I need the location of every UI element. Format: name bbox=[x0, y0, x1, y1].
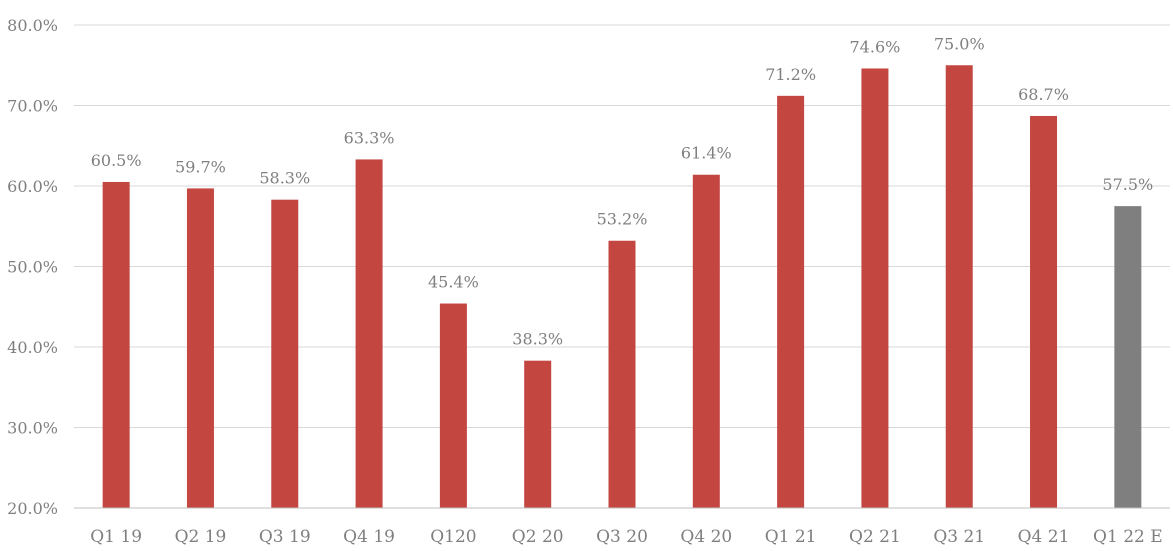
data-labels: 60.5% 59.7% 58.3% 63.3% 45.4% 38.3% 53.2% 61.4%… bbox=[91, 34, 1154, 348]
x-tick-label: Q1 22 E bbox=[1093, 527, 1163, 547]
bar bbox=[1030, 115, 1058, 508]
x-tick-label: Q1 21 bbox=[765, 527, 817, 547]
x-tick-label: Q2 20 bbox=[512, 527, 564, 547]
data-label: 59.7% bbox=[175, 157, 226, 176]
x-tick-label: Q1 19 bbox=[90, 527, 142, 547]
data-label: 58.3% bbox=[259, 169, 310, 188]
y-tick-label: 30.0% bbox=[7, 419, 58, 438]
y-tick-label: 80.0% bbox=[7, 16, 58, 35]
bar bbox=[439, 303, 467, 508]
x-tick-label: Q3 21 bbox=[933, 527, 985, 547]
x-tick-label: Q4 19 bbox=[343, 527, 395, 547]
data-label: 57.5% bbox=[1102, 175, 1153, 194]
bar bbox=[945, 65, 973, 508]
x-tick-label: Q2 19 bbox=[175, 527, 227, 547]
y-axis-tick-labels: 20.0% 30.0% 40.0% 50.0% 60.0% 70.0% 80.0% bbox=[7, 16, 58, 518]
bar bbox=[271, 199, 299, 508]
x-tick-label: Q3 20 bbox=[596, 527, 648, 547]
y-tick-label: 40.0% bbox=[7, 338, 58, 357]
bar bbox=[186, 188, 214, 509]
x-tick-label: Q120 bbox=[430, 527, 476, 547]
x-tick-label: Q4 21 bbox=[1018, 527, 1070, 547]
bar bbox=[1114, 206, 1142, 508]
y-tick-label: 60.0% bbox=[7, 177, 58, 196]
x-tick-label: Q2 21 bbox=[849, 527, 901, 547]
bar bbox=[861, 68, 889, 508]
data-label: 45.4% bbox=[428, 273, 479, 292]
x-tick-label: Q4 20 bbox=[680, 527, 732, 547]
bar bbox=[102, 181, 130, 508]
bar bbox=[692, 174, 720, 509]
data-label: 68.7% bbox=[1018, 85, 1069, 104]
data-label: 61.4% bbox=[681, 144, 732, 163]
data-label: 74.6% bbox=[850, 37, 901, 56]
bars bbox=[102, 65, 1142, 509]
bar bbox=[777, 95, 805, 508]
data-label: 38.3% bbox=[512, 330, 563, 349]
bar bbox=[608, 240, 636, 509]
data-label: 75.0% bbox=[934, 34, 985, 53]
data-label: 71.2% bbox=[765, 65, 816, 84]
data-label: 63.3% bbox=[344, 128, 395, 147]
bar bbox=[355, 159, 383, 508]
x-tick-label: Q3 19 bbox=[259, 527, 311, 547]
data-label: 60.5% bbox=[91, 151, 142, 170]
y-tick-label: 50.0% bbox=[7, 258, 58, 277]
y-tick-label: 20.0% bbox=[7, 499, 58, 518]
data-label: 53.2% bbox=[597, 210, 648, 229]
x-axis: Q1 19 Q2 19 Q3 19 Q4 19 Q120 Q2 20 Q3 20 Q4 20 Q… bbox=[74, 507, 1170, 547]
y-tick-label: 70.0% bbox=[7, 97, 58, 116]
bar bbox=[524, 360, 552, 508]
